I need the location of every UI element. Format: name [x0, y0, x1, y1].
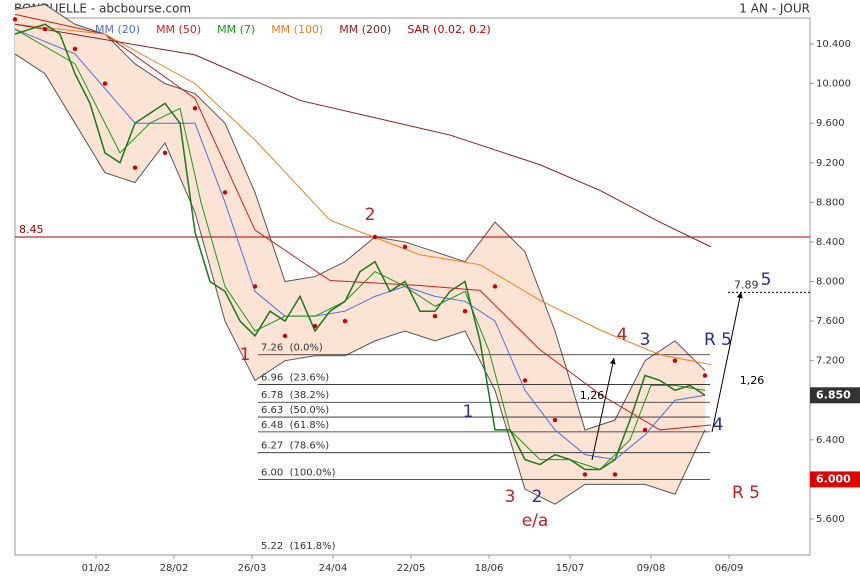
sar-dot: [372, 234, 378, 240]
sar-dot: [192, 106, 198, 111]
y-tick-label: 7.600: [816, 316, 845, 327]
wave-label: e/a: [522, 511, 549, 531]
wave-label: R 5: [704, 330, 732, 350]
wave-label: 2: [532, 487, 543, 507]
price-tag: [810, 471, 860, 488]
resistance-label: 8.45: [19, 223, 44, 236]
y-tick-label: 10.000: [816, 79, 851, 90]
wave-label: 2: [365, 205, 376, 225]
fib-label: 6.96 (23.6%): [261, 372, 329, 383]
wave-label: 3: [505, 487, 516, 507]
sar-dot: [222, 190, 228, 195]
wave-label: 4: [617, 325, 628, 345]
price-line: [14, 23, 706, 471]
x-tick-label: 01/02: [82, 563, 111, 574]
x-tick-label: 22/05: [397, 563, 426, 574]
moving-average: [14, 23, 712, 248]
y-tick-label: 9.200: [816, 158, 845, 169]
sar-dot: [672, 358, 678, 363]
fib-label: 5.22 (161.8%): [261, 541, 336, 552]
sar-dot: [102, 81, 108, 86]
price-tag-label: 6.850: [816, 388, 851, 401]
y-tick-label: 7.200: [816, 356, 845, 367]
x-tick-label: 26/03: [238, 563, 267, 574]
x-tick-label: 15/07: [556, 563, 585, 574]
x-tick-label: 18/06: [475, 563, 504, 574]
fib-label: 6.00 (100.0%): [261, 467, 336, 478]
legend-entry: MM (100): [271, 23, 323, 36]
fib-label: 6.48 (61.8%): [261, 420, 329, 431]
sar-dot: [402, 244, 408, 250]
title: BONDUELLE - abcbourse.com: [14, 2, 191, 16]
wave-label: 1,26: [580, 389, 605, 402]
sar-dot: [492, 284, 498, 289]
fib-label: 6.78 (38.2%): [261, 390, 329, 401]
y-tick-label: 8.800: [816, 197, 845, 208]
legend-entry: MM (20): [95, 23, 140, 36]
moving-average: [14, 28, 706, 471]
bollinger-fill: [15, 4, 705, 505]
arrow: [591, 357, 616, 461]
moving-average: [14, 13, 712, 431]
bollinger-lower: [14, 53, 706, 505]
legend-entry: SAR (0.02, 0.2): [407, 23, 490, 36]
wave-label: 4: [713, 415, 724, 435]
arrow: [711, 291, 743, 433]
sar-dot: [552, 417, 558, 423]
sar-dot: [342, 318, 348, 324]
x-tick-label: 09/08: [637, 563, 666, 574]
sar-dot: [582, 472, 588, 477]
y-tick-label: 6.400: [816, 435, 845, 446]
sar-dot: [432, 313, 438, 319]
sar-dot: [252, 284, 258, 289]
wave-label: 1: [463, 402, 474, 422]
legend-entry: MM (200): [339, 23, 391, 36]
plot-frame: [14, 17, 811, 556]
fib-label: 6.63 (50.0%): [261, 405, 329, 416]
sar-dot: [12, 17, 18, 22]
moving-average: [14, 23, 712, 366]
sar-dot: [72, 46, 78, 52]
x-tick-label: 24/04: [319, 563, 348, 574]
sar-dot: [702, 373, 708, 378]
sar-dot: [282, 333, 288, 339]
x-tick-label: 06/09: [715, 563, 744, 574]
y-tick-label: 8.400: [816, 237, 845, 248]
sar-dot: [132, 165, 138, 170]
fib-label: 6.27 (78.6%): [261, 441, 329, 452]
y-tick-label: 8.000: [816, 277, 845, 288]
price-tag-label: 6.000: [816, 472, 851, 485]
y-tick-label: 9.600: [816, 118, 845, 129]
fib-label: 7.26 (0.0%): [261, 343, 323, 354]
y-tick-label: 10.400: [816, 39, 851, 50]
target-label: 7.89: [734, 278, 759, 291]
sar-dot: [42, 26, 48, 32]
x-tick-label: 28/02: [160, 563, 189, 574]
period: 1 AN - JOUR: [739, 2, 810, 16]
wave-label: 1,26: [740, 374, 765, 387]
y-tick-label: 5.600: [816, 514, 845, 525]
wave-label: 3: [640, 330, 651, 350]
sar-dot: [612, 472, 618, 477]
sar-dot: [162, 150, 168, 156]
wave-label: R 5: [732, 483, 760, 503]
sar-dot: [462, 308, 468, 314]
legend-entry: MM (7): [217, 23, 255, 36]
sar-dot: [312, 323, 318, 329]
bollinger-upper: [14, 3, 706, 431]
sar-dot: [522, 378, 528, 383]
price-tag: [810, 387, 860, 404]
sar-dot: [642, 427, 648, 433]
wave-label: 1: [240, 345, 251, 365]
legend-entry: MM (50): [156, 23, 201, 36]
wave-label: 5: [761, 270, 772, 290]
